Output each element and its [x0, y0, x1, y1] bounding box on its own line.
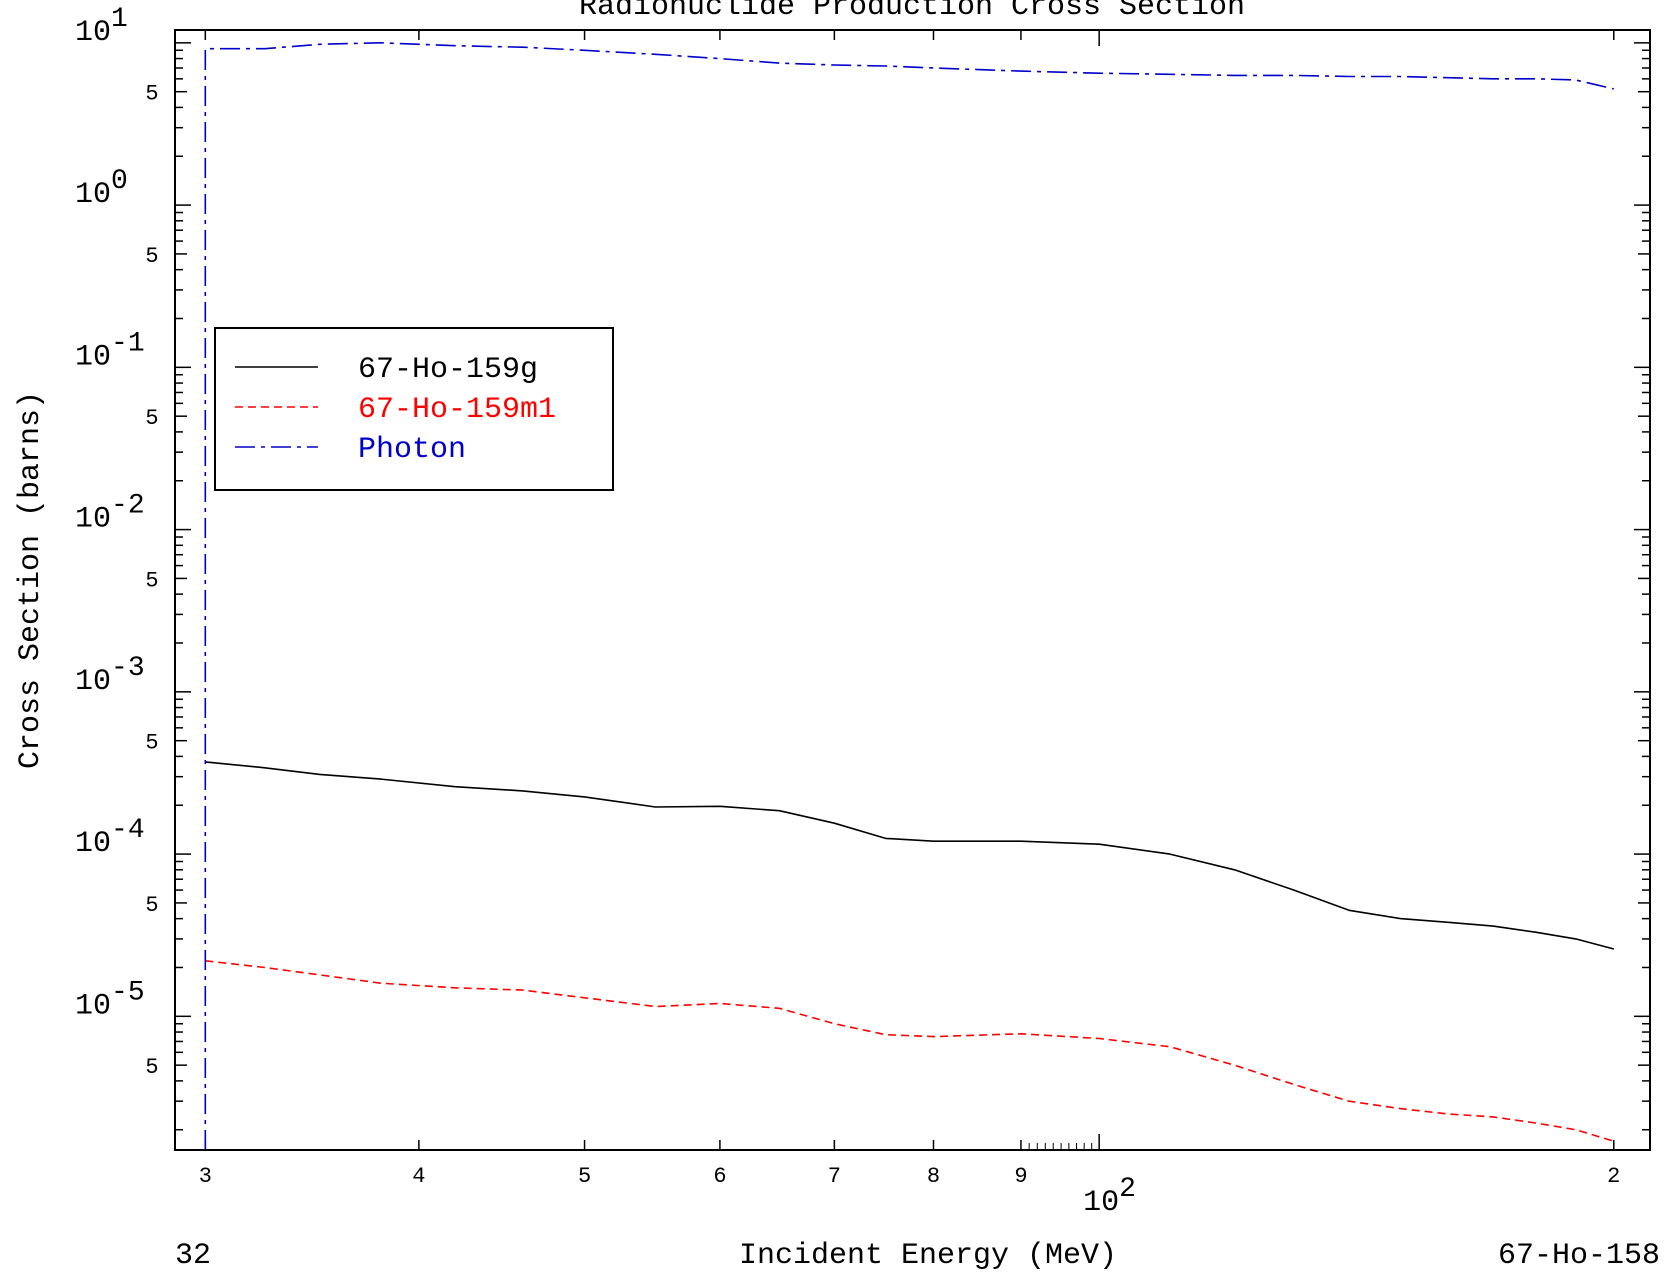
- y-tick-label: 10-1: [75, 328, 145, 374]
- x-axis-label: Incident Energy (MeV): [739, 1239, 1117, 1273]
- y-minor-tick-label: 5: [145, 568, 158, 593]
- x-tick-label: 6: [713, 1164, 726, 1189]
- y-minor-tick-label: 5: [145, 82, 158, 107]
- y-minor-tick-label: 5: [145, 244, 158, 269]
- legend-label-3: Photon: [358, 433, 466, 467]
- y-tick-label: 100: [75, 166, 128, 212]
- y-axis-label: Cross Section (barns): [14, 391, 48, 769]
- y-tick-label: 10-4: [75, 815, 145, 861]
- legend-label-2: 67-Ho-159m1: [358, 393, 556, 427]
- y-tick-label: 10-5: [75, 977, 145, 1023]
- x-tick-label: 7: [828, 1164, 841, 1189]
- y-minor-tick-label: 5: [145, 1055, 158, 1080]
- x-tick-label: 4: [412, 1164, 425, 1189]
- footer-left-label: 32: [175, 1239, 211, 1273]
- legend: 67-Ho-159g 67-Ho-159m1 Photon: [214, 327, 614, 491]
- series-line-2: [205, 960, 1615, 1142]
- y-tick-label: 10-3: [75, 653, 145, 699]
- plot-frame: [174, 29, 1651, 1151]
- y-tick-label: 101: [75, 4, 128, 50]
- series-line-3: [204, 41, 1614, 1150]
- x-tick-label: 2: [1607, 1164, 1620, 1189]
- series-line-1: [205, 761, 1615, 950]
- footer-right-label: 67-Ho-158: [1498, 1239, 1660, 1273]
- legend-box: [214, 327, 614, 491]
- y-minor-tick-label: 5: [145, 406, 158, 431]
- x-decade-label: 102: [1083, 1174, 1136, 1220]
- y-minor-tick-label: 5: [145, 893, 158, 918]
- chart-title: Radionuclide Production Cross Section: [579, 0, 1245, 24]
- x-tick-label: 5: [578, 1164, 591, 1189]
- legend-label-1: 67-Ho-159g: [358, 353, 538, 387]
- x-tick-label: 9: [1014, 1164, 1027, 1189]
- y-minor-tick-label: 5: [145, 731, 158, 756]
- x-tick-label: 8: [927, 1164, 940, 1189]
- x-tick-label: 3: [199, 1164, 212, 1189]
- y-tick-label: 10-2: [75, 491, 145, 537]
